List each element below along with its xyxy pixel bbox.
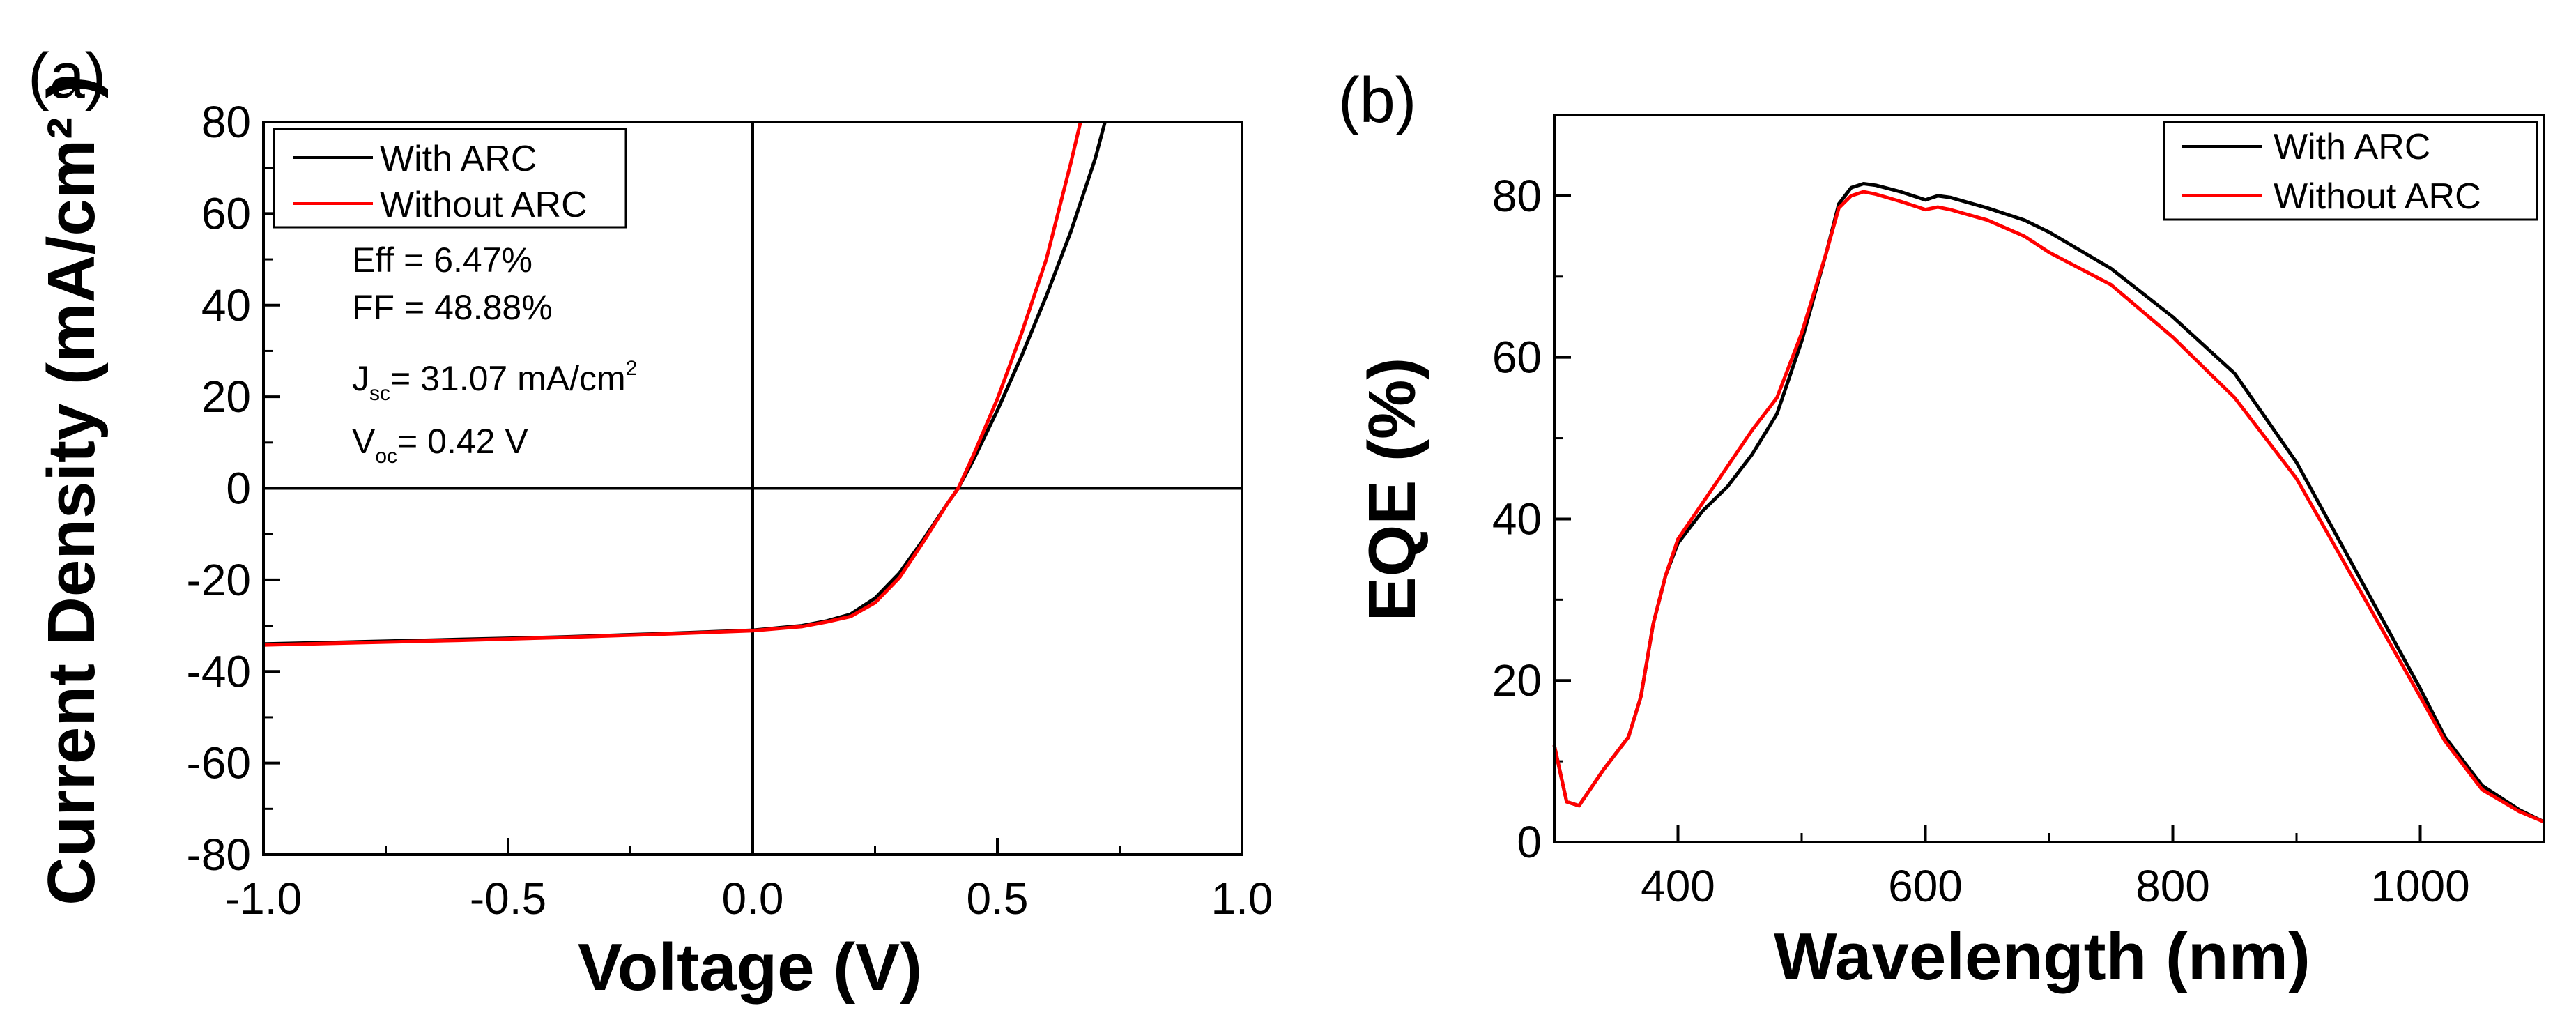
panel-b-legend: With ARC Without ARC bbox=[2163, 121, 2538, 221]
panel-a-x-tick-label-1-0: -1.0 bbox=[225, 873, 302, 924]
voc-subscript: oc bbox=[375, 445, 397, 468]
jsc-value: = 31.07 mA/cm bbox=[390, 359, 626, 398]
panel-b-x-tick-label-600: 600 bbox=[1888, 861, 1963, 911]
panel-a-x-tick-label-0-0: 0.0 bbox=[722, 873, 784, 924]
panel-a-annotations: Eff = 6.47% FF = 48.88% Jsc= 31.07 mA/cm… bbox=[352, 240, 637, 468]
panel-a-y-tick-label-60: -60 bbox=[187, 738, 252, 788]
panel-a-annotation-ff: FF = 48.88% bbox=[352, 288, 553, 327]
panel-a-y-tick-label-0: 0 bbox=[226, 464, 251, 514]
panel-a-y-tick-label-20: 20 bbox=[201, 372, 251, 422]
jsc-symbol: J bbox=[352, 359, 369, 398]
panel-a-annotation-jsc: Jsc= 31.07 mA/cm2 bbox=[352, 357, 637, 405]
panel-a-label: (a) bbox=[28, 40, 106, 112]
panel-b-legend-label-with-arc: With ARC bbox=[2274, 127, 2430, 167]
panel-a-x-axis-title: Voltage (V) bbox=[578, 930, 922, 1005]
panel-a-zero-lines bbox=[263, 122, 1242, 855]
panel-a-annotation-voc: Voc= 0.42 V bbox=[352, 422, 528, 468]
panel-a-legend-box bbox=[273, 128, 627, 229]
jsc-superscript: 2 bbox=[626, 357, 638, 380]
panel-a-tick-labels: -1.0 -0.5 0.0 0.5 1.0 -80 -60 -40 -20 0 20 40 60 80 bbox=[187, 97, 1273, 924]
panel-a-series-without-arc bbox=[263, 121, 1082, 647]
panel-b-y-tick-label-40: 40 bbox=[1492, 494, 1542, 544]
panel-b-label: (b) bbox=[1338, 65, 1416, 136]
panel-a-plot-frame bbox=[262, 121, 1243, 856]
panel-a-legend-label-with-arc: With ARC bbox=[380, 139, 537, 179]
panel-a-y-tick-label-40: 40 bbox=[201, 280, 251, 330]
panel-a-legend: With ARC Without ARC bbox=[273, 128, 627, 229]
panel-b-series bbox=[1552, 182, 2545, 824]
panel-a-y-tick-label-20: -20 bbox=[187, 555, 252, 605]
panel-a-x-tick-label-1-0: 1.0 bbox=[1211, 873, 1273, 924]
panel-b-y-tick-label-60: 60 bbox=[1492, 333, 1542, 383]
panel-b-plot-frame bbox=[1553, 114, 2545, 843]
panel-b-legend-label-without-arc: Without ARC bbox=[2274, 176, 2481, 217]
panel-b-series-without-arc bbox=[1552, 190, 2545, 824]
panel-a-y-tick-label-40: -40 bbox=[187, 646, 252, 696]
panel-a-y-tick-label-80: -80 bbox=[187, 830, 252, 880]
voc-symbol: V bbox=[352, 422, 376, 461]
panel-b-x-tick-label-1000: 1000 bbox=[2370, 861, 2469, 911]
panel-a-y-tick-label-80: 80 bbox=[201, 97, 251, 147]
voc-value: = 0.42 V bbox=[397, 422, 528, 461]
panel-b-tick-labels: 400 600 800 1000 0 20 40 60 80 bbox=[1492, 171, 2470, 911]
panel-b-x-axis-title: Wavelength (nm) bbox=[1774, 919, 2310, 994]
panel-a: (a) Current Density (mA/cm² ) Voltage (V… bbox=[28, 40, 1273, 1005]
panel-b-y-tick-label-20: 20 bbox=[1492, 655, 1542, 705]
panel-b-x-tick-label-400: 400 bbox=[1641, 861, 1715, 911]
panel-a-x-tick-label-0-5: 0.5 bbox=[967, 873, 1029, 924]
panel-b-legend-box bbox=[2163, 121, 2538, 221]
panel-a-y-axis-title: Current Density (mA/cm² ) bbox=[34, 76, 109, 906]
panel-a-legend-label-without-arc: Without ARC bbox=[380, 185, 588, 225]
panel-a-x-tick-label-0-5: -0.5 bbox=[470, 873, 546, 924]
panel-b-y-axis-title: EQE (%) bbox=[1355, 358, 1429, 622]
panel-b-x-tick-label-800: 800 bbox=[2136, 861, 2210, 911]
panel-a-series bbox=[263, 121, 1107, 647]
panel-b-ticks bbox=[1553, 114, 2545, 843]
jsc-subscript: sc bbox=[369, 382, 390, 405]
panel-b-y-tick-label-80: 80 bbox=[1492, 171, 1542, 221]
panel-b: (b) EQE (%) Wavelength (nm) 400 600 800 100… bbox=[1338, 65, 2545, 994]
panel-a-annotation-eff: Eff = 6.47% bbox=[352, 240, 532, 280]
panel-b-y-tick-label-0: 0 bbox=[1517, 817, 1542, 867]
panel-a-y-tick-label-60: 60 bbox=[201, 188, 251, 238]
